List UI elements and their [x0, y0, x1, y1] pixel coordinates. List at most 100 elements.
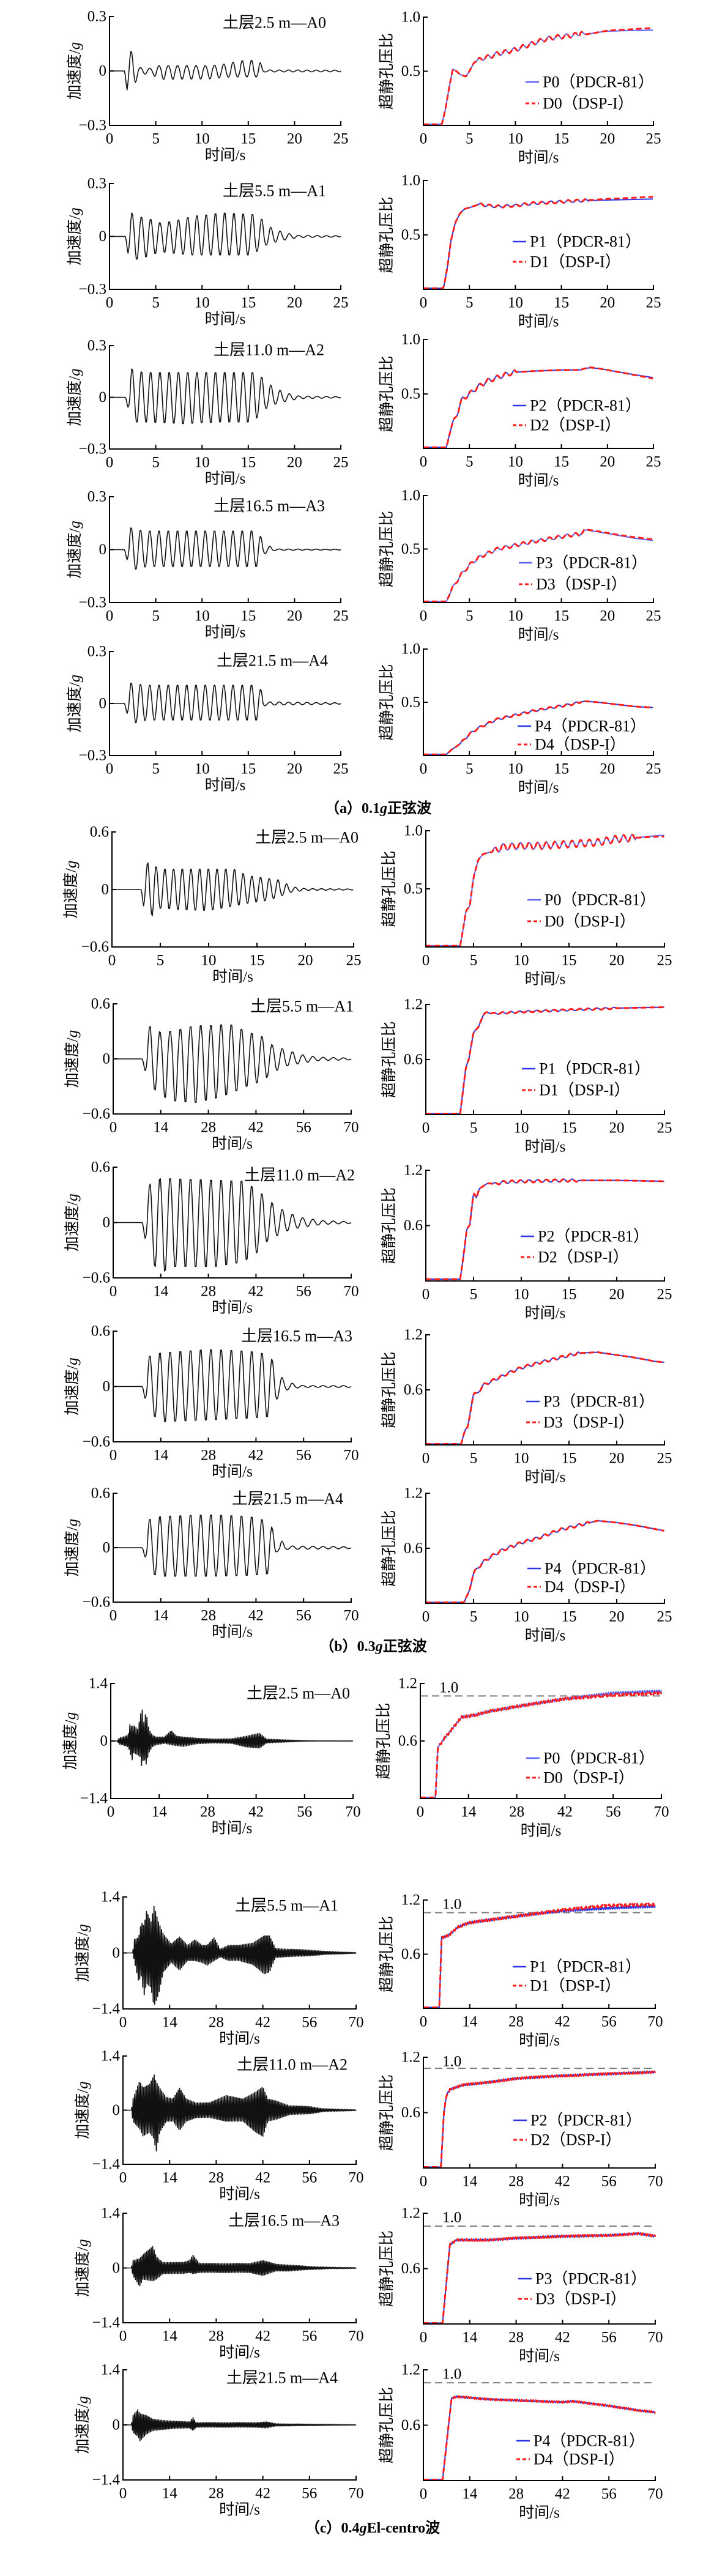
series-line-A4: [113, 1514, 352, 1577]
x-tick-label: 10: [514, 1609, 529, 1625]
y-axis-label: 超静孔压比: [378, 2074, 395, 2151]
x-tick-label: 0: [422, 1286, 430, 1303]
x-tick-label: 15: [562, 1450, 577, 1467]
x-axis-label: 时间/s: [212, 968, 253, 985]
x-tick-label: 14: [461, 1804, 477, 1821]
x-axis-label: 时间/s: [525, 1305, 566, 1322]
y-tick-label: 1.4: [101, 2362, 121, 2378]
y-axis-label-text: 超静孔压比: [375, 1702, 392, 1779]
y-tick-label: 0: [102, 882, 110, 898]
y-axis-label-text: 加速度/: [64, 1201, 81, 1252]
y-tick-label: 0.5: [401, 694, 420, 711]
x-axis-label: 时间/s: [212, 1299, 253, 1316]
x-tick-label: 56: [302, 2014, 317, 2031]
x-tick-label: 15: [554, 608, 569, 625]
x-tick-label: 70: [349, 2328, 364, 2345]
x-tick-label: 42: [248, 1608, 264, 1624]
chart-title: 土层11.0 m—A2: [214, 341, 324, 359]
y-tick-label: 0.6: [401, 1946, 420, 1962]
x-tick-label: 0: [106, 131, 114, 147]
x-tick-label: 14: [462, 2173, 478, 2190]
y-tick-label: 1.4: [89, 1676, 108, 1692]
x-axis-label: 时间/s: [525, 971, 566, 988]
x-tick-label: 10: [201, 952, 217, 969]
x-tick-label: 0: [106, 455, 114, 471]
x-tick-label: 56: [606, 1804, 621, 1821]
y-tick-label: 1.4: [101, 2048, 121, 2065]
y-axis-label-unit: g: [64, 1030, 81, 1038]
y-tick-label: −0.3: [79, 595, 106, 611]
legend-label-D0: D0（DSP-I）: [543, 95, 634, 113]
y-axis-label: 超静孔压比: [378, 664, 395, 740]
legend-label-P4: P4（PDCR-81）: [535, 718, 646, 735]
x-tick-label: 56: [601, 2173, 617, 2190]
y-axis-label: 加速度/g: [74, 2396, 91, 2454]
x-tick-label: 0: [420, 295, 428, 311]
x-tick-label: 28: [201, 1119, 216, 1136]
y-tick-label: 1.2: [401, 2205, 420, 2222]
x-tick-label: 25: [646, 131, 661, 147]
series-line-A1: [113, 1024, 352, 1103]
x-axis-label: 时间/s: [212, 1624, 253, 1641]
x-tick-label: 28: [509, 1804, 524, 1821]
series-line-D0: [426, 833, 664, 947]
x-tick-label: 15: [554, 131, 569, 147]
x-tick-label: 5: [152, 295, 160, 311]
y-axis-label-text: 加速度/: [62, 1720, 79, 1770]
x-tick-label: 10: [508, 131, 523, 147]
panel-caption-a: （a）0.1g正弦波: [325, 800, 432, 817]
caption-unit: g: [375, 1639, 383, 1655]
y-axis-label-text: 超静孔压比: [378, 2387, 395, 2463]
y-axis-label-unit: g: [75, 2239, 91, 2247]
x-tick-label: 10: [195, 761, 210, 778]
legend-label-D0: D0（DSP-I）: [545, 913, 636, 930]
pore-pressure-chart-b-1: 0 5 10 15 20 25 0.6 1.2 时间/s 超静孔压比 P1（PDCR-81） D1（D…: [381, 997, 672, 1156]
x-tick-label: 20: [600, 454, 615, 470]
x-tick-label: 14: [152, 1804, 168, 1821]
x-tick-label: 25: [646, 295, 661, 311]
y-axis-label-text: 超静孔压比: [381, 850, 398, 927]
x-axis-label: 时间/s: [519, 2032, 560, 2049]
x-tick-label: 15: [240, 295, 256, 311]
y-axis-label: 加速度/g: [66, 207, 83, 265]
chart-title: 土层5.5 m—A1: [250, 998, 354, 1015]
y-axis-label-text: 超静孔压比: [381, 1021, 398, 1097]
caption-unit: g: [359, 2520, 367, 2536]
x-tick-label: 56: [302, 2170, 317, 2186]
y-axis-label-text: 超静孔压比: [378, 664, 395, 740]
x-tick-label: 70: [349, 2170, 364, 2186]
y-tick-label: −0.3: [79, 441, 106, 458]
y-axis-label: 超静孔压比: [378, 511, 395, 587]
x-axis-label: 时间/s: [518, 472, 559, 489]
x-tick-label: 0: [422, 1609, 430, 1625]
legend-label-D4: D4（DSP-I）: [534, 2451, 625, 2468]
legend-label-D2: D2（DSP-I）: [530, 417, 621, 434]
y-tick-label: 0.6: [401, 2260, 420, 2277]
x-tick-label: 25: [657, 952, 672, 969]
x-tick-label: 0: [417, 1804, 425, 1821]
y-axis-label: 加速度/g: [66, 521, 83, 578]
x-tick-label: 0: [420, 454, 428, 470]
legend-label-D3: D3（DSP-I）: [536, 576, 627, 593]
reference-line-label: 1.0: [442, 2366, 461, 2383]
x-axis-label: 时间/s: [205, 311, 246, 328]
legend-label-P3: P3（PDCR-81）: [536, 554, 647, 572]
x-tick-label: 28: [209, 2014, 224, 2031]
legend-label-P2: P2（PDCR-81）: [530, 2112, 642, 2129]
y-axis-label: 加速度/g: [74, 1924, 91, 1981]
legend-label-D2: D2（DSP-I）: [530, 2131, 622, 2149]
x-axis-label: 时间/s: [205, 777, 246, 794]
y-tick-label: −0.6: [83, 1434, 110, 1450]
legend-label-P3: P3（PDCR-81）: [535, 2270, 647, 2288]
pore-pressure-chart-b-4: 0 5 10 15 20 25 0.6 1.2 时间/s 超静孔压比 P4（PDCR-81）D4（D…: [381, 1485, 672, 1644]
y-axis-label-text: 加速度/: [66, 682, 83, 732]
chart-title: 土层16.5 m—A3: [241, 1327, 352, 1345]
legend: P3（PDCR-81） D3（DSP-I）: [526, 1393, 655, 1431]
x-tick-label: 28: [201, 1447, 216, 1464]
x-tick-label: 0: [420, 2486, 428, 2503]
x-tick-label: 5: [466, 454, 474, 470]
reference-line-label: 1.0: [442, 2210, 461, 2226]
x-tick-label: 42: [248, 1283, 264, 1300]
legend-label-P3: P3（PDCR-81）: [543, 1393, 655, 1411]
